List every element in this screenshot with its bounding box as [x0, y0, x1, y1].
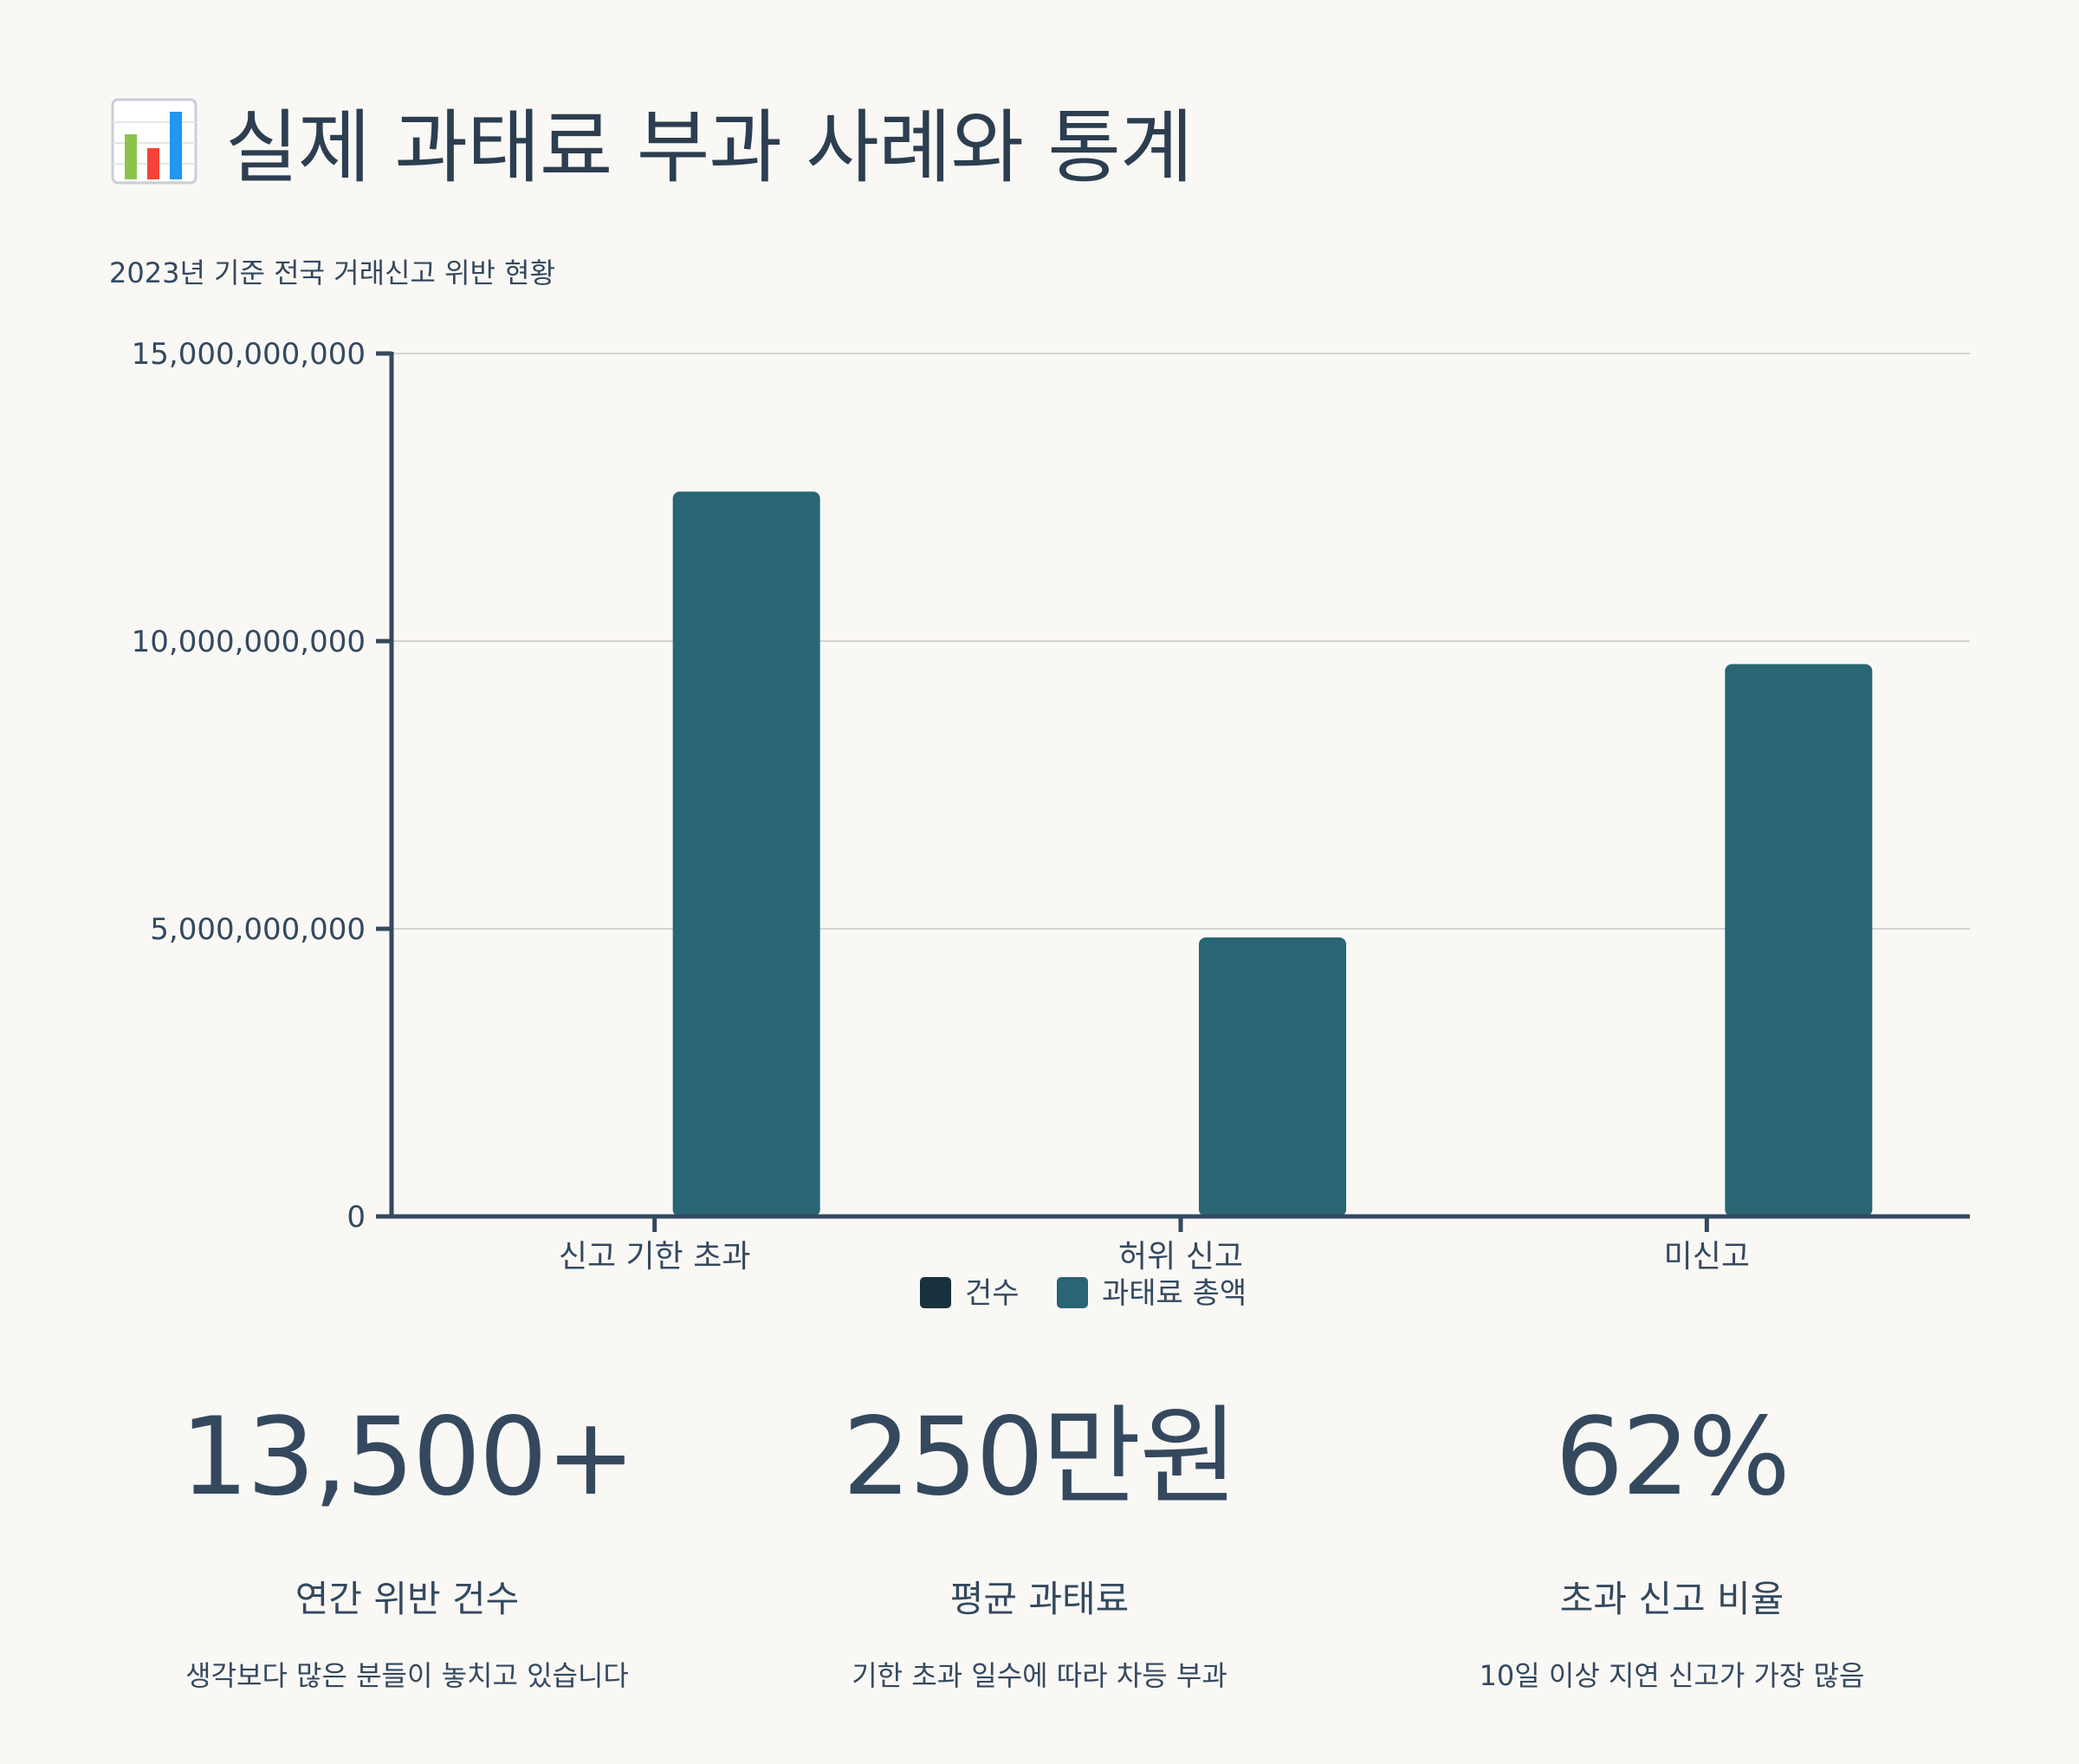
chart-subtitle: 2023년 기준 전국 거래신고 위반 현황 [109, 256, 556, 289]
stat-label: 초과 신고 비율 [1559, 1578, 1784, 1620]
bar-chart-icon [111, 98, 198, 184]
bar-fine-total [1199, 937, 1346, 1216]
stat-overdue-ratio: 62% 초과 신고 비율 10일 이상 지연 신고가 가장 많음 [1351, 1404, 1992, 1694]
y-tick-label: 15,000,000,000 [132, 337, 366, 372]
y-tick-label: 10,000,000,000 [132, 625, 366, 659]
bar-fine-total [672, 491, 820, 1216]
page-title: 실제 과태료 부과 사례와 통계 [225, 101, 1194, 194]
x-tick-label: 신고 기한 초과 [559, 1239, 751, 1274]
stat-label: 평균 과태료 [949, 1578, 1130, 1620]
stat-description: 생각보다 많은 분들이 놓치고 있습니다 [185, 1659, 629, 1692]
x-tick-label: 허위 신고 [1118, 1239, 1243, 1274]
stat-value: 13,500+ [180, 1395, 636, 1520]
stat-label: 연간 위반 건수 [295, 1578, 520, 1620]
x-tick-label: 미신고 [1664, 1239, 1750, 1274]
stat-value: 62% [1555, 1395, 1791, 1520]
stat-average-fine: 250만원 평균 과태료 기한 초과 일수에 따라 차등 부과 [719, 1404, 1360, 1694]
y-tick-label: 0 [346, 1200, 366, 1235]
y-tick-label: 5,000,000,000 [150, 912, 366, 947]
legend-label: 건수 [965, 1276, 1020, 1311]
bar-chart: 0 5,000,000,000 10,000,000,000 15,000,000,0… [132, 337, 1970, 1311]
bar-fine-total [1725, 664, 1873, 1216]
legend-swatch [920, 1277, 951, 1308]
legend-swatch [1057, 1277, 1088, 1308]
legend-label: 과태료 총액 [1102, 1276, 1247, 1311]
stat-value: 250만원 [842, 1395, 1239, 1520]
page-header: 실제 과태료 부과 사례와 통계 [109, 83, 1194, 198]
stat-description: 10일 이상 지연 신고가 가장 많음 [1479, 1659, 1865, 1692]
stat-description: 기한 초과 일수에 따라 차등 부과 [852, 1659, 1227, 1692]
stat-violations: 13,500+ 연간 위반 건수 생각보다 많은 분들이 놓치고 있습니다 [87, 1404, 728, 1694]
